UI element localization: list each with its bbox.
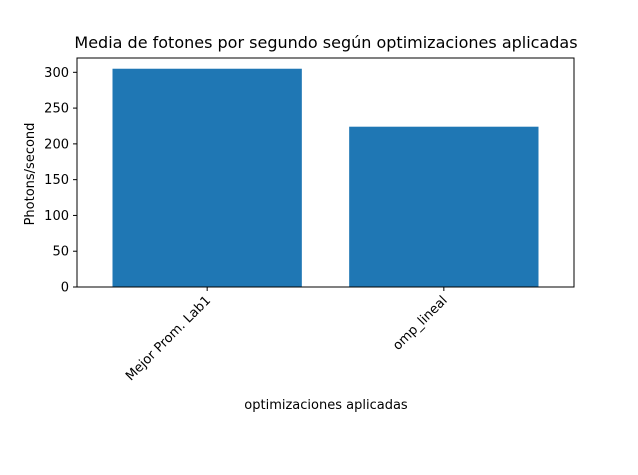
plot-area: 0 50 100 150 200 250 300 Mejor Prom. Lab1 omp_li… bbox=[44, 57, 575, 384]
x-tick-label: Mejor Prom. Lab1 bbox=[123, 293, 214, 384]
plot-frame bbox=[76, 57, 575, 288]
bar-1 bbox=[112, 68, 302, 287]
y-axis-label: Photons/second bbox=[23, 123, 38, 226]
y-tick-label: 150 bbox=[44, 173, 69, 188]
y-tick-label: 250 bbox=[44, 102, 69, 117]
y-tick-label: 100 bbox=[44, 209, 69, 224]
y-tick-label: 200 bbox=[44, 137, 69, 152]
y-tick-label: 0 bbox=[61, 281, 69, 296]
y-tick-label: 50 bbox=[52, 245, 69, 260]
x-tick-label: omp_lineal bbox=[390, 293, 450, 353]
chart-title: Media de fotones por segundo según optim… bbox=[74, 33, 577, 52]
bar-2 bbox=[349, 126, 539, 287]
x-axis-label: optimizaciones aplicadas bbox=[244, 398, 408, 413]
y-tick-label: 300 bbox=[44, 66, 69, 81]
